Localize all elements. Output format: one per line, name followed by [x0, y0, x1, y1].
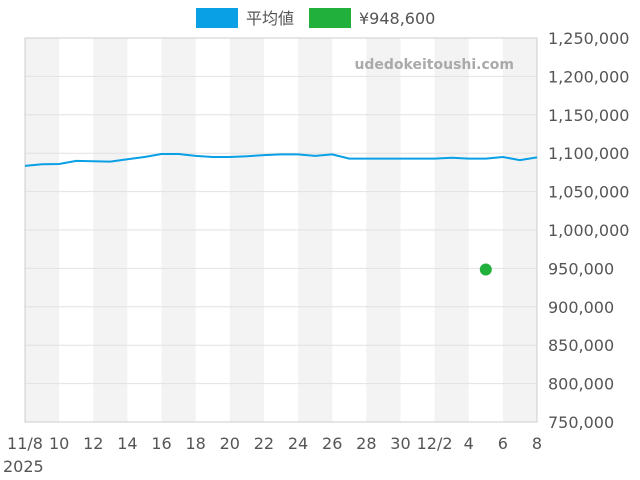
y-tick-label: 1,200,000 [548, 67, 629, 86]
y-tick-label: 1,150,000 [548, 106, 629, 125]
data-point-listing[interactable] [479, 263, 492, 276]
x-tick-label: 16 [151, 434, 171, 453]
x-year-label: 2025 [3, 457, 44, 476]
x-tick-label: 30 [390, 434, 410, 453]
y-tick-label: 1,250,000 [548, 29, 629, 48]
x-axis-ticks: 11/8 10 12 14 16 18 20 22 24 26 28 30 12/2 4 6 8 [7, 434, 542, 453]
y-axis-ticks: 750,000 800,000 850,000 900,000 950,000 1,000… [548, 29, 629, 432]
x-tick-label: 8 [532, 434, 542, 453]
y-tick-label: 1,050,000 [548, 183, 629, 202]
x-tick-label: 6 [498, 434, 508, 453]
legend-swatch[interactable] [309, 8, 351, 28]
y-tick-label: 1,100,000 [548, 144, 629, 163]
legend-label[interactable]: 平均値 [246, 9, 294, 28]
y-tick-label: 750,000 [548, 413, 614, 432]
legend-label[interactable]: ¥948,600 [359, 9, 435, 28]
y-tick-label: 900,000 [548, 298, 614, 317]
x-tick-label: 20 [220, 434, 240, 453]
x-tick-label: 18 [185, 434, 205, 453]
x-tick-label: 14 [117, 434, 137, 453]
x-tick-label: 12/2 [417, 434, 453, 453]
legend[interactable]: 平均値 ¥948,600 [196, 8, 435, 28]
x-tick-label: 11/8 [7, 434, 43, 453]
series-layer [24, 153, 538, 276]
plot-frame [24, 37, 538, 423]
y-tick-label: 950,000 [548, 259, 614, 278]
x-tick-label: 10 [49, 434, 69, 453]
y-tick-label: 800,000 [548, 375, 614, 394]
watermark: udedokeitoushi.com [354, 57, 514, 73]
x-tick-label: 28 [356, 434, 376, 453]
legend-swatch[interactable] [196, 8, 238, 28]
series-line-average [24, 153, 538, 167]
x-tick-label: 4 [464, 434, 474, 453]
x-tick-label: 24 [288, 434, 308, 453]
y-tick-label: 1,000,000 [548, 221, 629, 240]
y-tick-label: 850,000 [548, 336, 614, 355]
x-tick-label: 26 [322, 434, 342, 453]
x-tick-label: 22 [254, 434, 274, 453]
x-tick-label: 12 [83, 434, 103, 453]
